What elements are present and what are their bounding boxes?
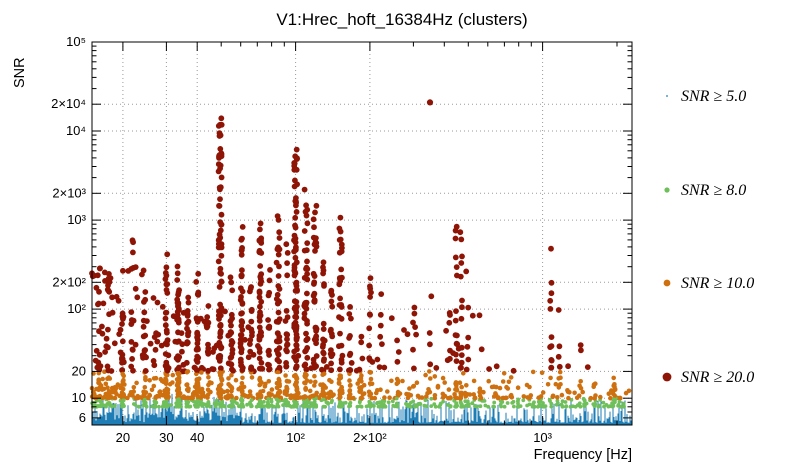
tick-labels: 20 30 40 10² 2×10² 10³ 6 10 20 10² 2×10² 10³ 2×10³ 10…: [51, 34, 553, 445]
y-tick-label: 10⁵: [66, 34, 86, 49]
chart-title: V1:Hrec_hoft_16384Hz (clusters): [276, 10, 527, 29]
legend-entry-snr10: SNR ≥ 10.0: [663, 275, 754, 292]
x-tick-label: 40: [190, 430, 204, 445]
legend-marker-snr8-icon: [664, 187, 670, 193]
y-tick-label: 6: [79, 410, 86, 425]
y-tick-label: 10³: [67, 212, 86, 227]
legend-label-snr10: SNR ≥ 10.0: [681, 275, 754, 292]
legend-marker-snr10-icon: [663, 279, 671, 287]
y-axis-label: SNR: [12, 57, 28, 88]
y-tick-label: 10⁴: [66, 123, 86, 138]
legend: SNR ≥ 5.0 SNR ≥ 8.0 SNR ≥ 10.0 SNR ≥ 20.…: [662, 88, 754, 386]
x-tick-label: 10³: [533, 430, 552, 445]
y-tick-label: 2×10⁴: [51, 96, 86, 111]
legend-marker-snr20-icon: [662, 372, 672, 382]
legend-entry-snr5: SNR ≥ 5.0: [666, 88, 746, 105]
y-tick-label: 20: [72, 363, 86, 378]
x-tick-label: 10²: [286, 430, 305, 445]
y-tick-label: 10: [72, 390, 86, 405]
x-tick-label: 2×10²: [353, 430, 387, 445]
data-points: [89, 99, 632, 425]
x-tick-label: 20: [116, 430, 130, 445]
axes: [91, 41, 633, 426]
legend-label-snr5: SNR ≥ 5.0: [681, 88, 746, 105]
x-tick-label: 30: [159, 430, 173, 445]
x-axis-label: Frequency [Hz]: [534, 447, 632, 463]
y-tick-label: 2×10³: [52, 185, 86, 200]
y-tick-label: 2×10²: [52, 274, 86, 289]
legend-label-snr20: SNR ≥ 20.0: [681, 369, 754, 386]
legend-marker-snr5-icon: [666, 95, 668, 97]
legend-entry-snr20: SNR ≥ 20.0: [662, 369, 754, 386]
legend-label-snr8: SNR ≥ 8.0: [681, 182, 746, 199]
legend-entry-snr8: SNR ≥ 8.0: [664, 182, 746, 199]
y-tick-label: 10²: [67, 301, 86, 316]
